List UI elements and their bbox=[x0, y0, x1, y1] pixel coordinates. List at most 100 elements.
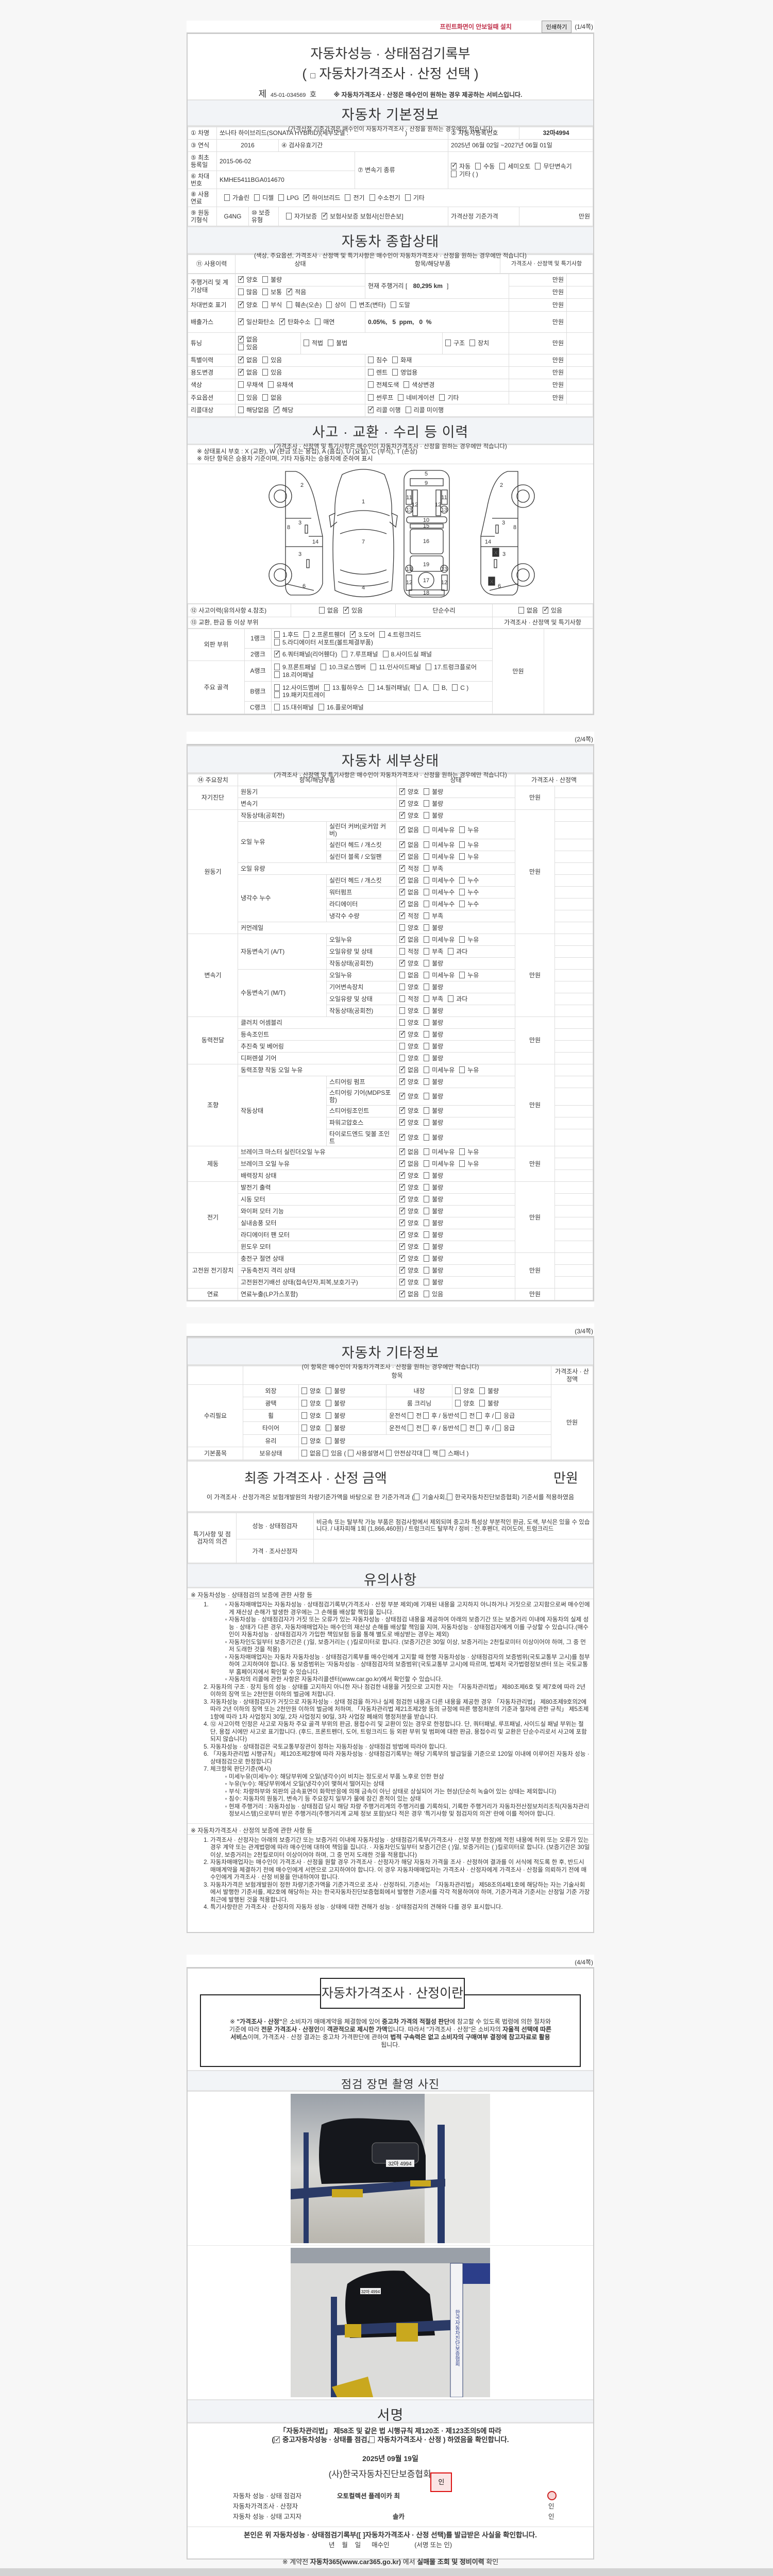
checkbox-option[interactable]: 매연 bbox=[315, 318, 334, 326]
checkbox-option[interactable]: 불량 bbox=[424, 1007, 443, 1014]
checkbox[interactable] bbox=[301, 1387, 307, 1394]
checkbox[interactable] bbox=[318, 704, 324, 711]
checkbox-option[interactable]: 누유 bbox=[459, 1066, 479, 1074]
checkbox-option[interactable]: 상이 bbox=[326, 301, 346, 309]
checkbox-option[interactable]: 누유 bbox=[459, 1160, 479, 1167]
checkbox[interactable] bbox=[518, 606, 524, 614]
checkbox-option[interactable]: 침수 bbox=[368, 357, 388, 364]
checkbox[interactable] bbox=[424, 1172, 430, 1179]
checkbox[interactable] bbox=[399, 1042, 406, 1049]
checkbox[interactable] bbox=[399, 971, 406, 978]
checkbox[interactable] bbox=[392, 369, 398, 376]
checkbox-option[interactable]: 양호 bbox=[399, 1242, 419, 1250]
print-help-link[interactable]: 프린트화면이 안보일때 설치 bbox=[440, 23, 512, 30]
checkbox[interactable] bbox=[399, 1029, 406, 1038]
checkbox[interactable] bbox=[326, 1412, 332, 1419]
checkbox-option[interactable]: 부식 bbox=[262, 301, 282, 309]
checkbox[interactable] bbox=[424, 900, 430, 907]
checkbox-option[interactable]: 수소전기 bbox=[369, 194, 400, 201]
checkbox[interactable] bbox=[405, 406, 411, 414]
checkbox[interactable] bbox=[399, 1117, 406, 1126]
checkbox-option[interactable]: 있음 ( bbox=[323, 1450, 346, 1457]
checkbox-option[interactable]: 불량 bbox=[262, 276, 282, 283]
checkbox[interactable] bbox=[399, 840, 406, 848]
checkbox[interactable] bbox=[459, 1160, 465, 1167]
checkbox-option[interactable]: 불량 bbox=[424, 1255, 443, 1262]
checkbox-option[interactable]: 없음 bbox=[399, 1289, 419, 1298]
checkbox-option[interactable]: 미세누유 bbox=[424, 1148, 455, 1156]
checkbox-option[interactable]: 장치 bbox=[469, 340, 489, 347]
checkbox[interactable] bbox=[424, 1450, 430, 1457]
checkbox[interactable] bbox=[262, 301, 268, 308]
checkbox-option[interactable]: 세미오토 bbox=[499, 163, 530, 170]
checkbox[interactable] bbox=[238, 367, 244, 376]
checkbox[interactable] bbox=[475, 163, 481, 170]
checkbox[interactable] bbox=[379, 631, 385, 638]
checkbox-option[interactable]: 양호 bbox=[399, 799, 419, 807]
checkbox-option[interactable]: 불량 bbox=[424, 811, 443, 819]
checkbox[interactable] bbox=[399, 935, 406, 943]
checkbox[interactable] bbox=[238, 381, 244, 388]
checkbox-option[interactable]: 부족 bbox=[424, 912, 443, 920]
checkbox-option[interactable]: 불량 bbox=[326, 1425, 345, 1432]
checkbox-option[interactable]: 불량 bbox=[424, 1078, 443, 1086]
checkbox-option[interactable]: 16.플로어패널 bbox=[318, 704, 364, 711]
checkbox[interactable] bbox=[424, 1243, 430, 1250]
checkbox-option[interactable]: B, bbox=[433, 684, 447, 691]
checkbox[interactable] bbox=[543, 605, 549, 614]
checkbox[interactable] bbox=[392, 357, 398, 364]
checkbox[interactable] bbox=[399, 1077, 406, 1085]
checkbox[interactable] bbox=[274, 671, 280, 678]
checkbox-option[interactable]: 불량 bbox=[424, 1092, 443, 1100]
checkbox-option[interactable]: 썬루프 bbox=[368, 394, 393, 401]
checkbox[interactable] bbox=[424, 1133, 430, 1141]
checkbox-option[interactable]: 해당없음 bbox=[238, 406, 269, 414]
checkbox-option[interactable]: 불량 bbox=[424, 1267, 443, 1274]
checkbox[interactable] bbox=[424, 841, 430, 848]
checkbox[interactable] bbox=[399, 1054, 406, 1061]
checkbox-option[interactable]: 양호 bbox=[301, 1412, 321, 1419]
checkbox[interactable] bbox=[238, 334, 244, 343]
checkbox[interactable]: □ bbox=[310, 72, 315, 80]
checkbox-option[interactable]: 영업용 bbox=[392, 369, 417, 376]
checkbox-option[interactable]: 15.대쉬패널 bbox=[274, 704, 314, 711]
checkbox[interactable] bbox=[479, 1399, 485, 1406]
checkbox-option[interactable]: 누유 bbox=[459, 1148, 479, 1156]
checkbox[interactable] bbox=[535, 163, 541, 170]
checkbox-option[interactable]: 운전석 bbox=[389, 1425, 406, 1432]
checkbox[interactable] bbox=[369, 2436, 375, 2443]
checkbox[interactable] bbox=[399, 825, 406, 834]
checkbox-option[interactable]: 있음 bbox=[262, 369, 282, 376]
checkbox-option[interactable]: 양호 bbox=[399, 1042, 419, 1050]
checkbox[interactable] bbox=[424, 1184, 430, 1191]
checkbox-option[interactable]: 기타 ( ) bbox=[451, 170, 478, 178]
checkbox[interactable] bbox=[446, 1494, 452, 1501]
checkbox-option[interactable]: 1.후드 bbox=[274, 631, 299, 638]
checkbox[interactable] bbox=[287, 287, 293, 296]
checkbox[interactable] bbox=[461, 1412, 467, 1419]
checkbox[interactable] bbox=[399, 1242, 406, 1250]
checkbox-option[interactable]: 디젤 bbox=[254, 194, 274, 201]
checkbox-option[interactable]: 적정 bbox=[399, 947, 419, 955]
checkbox[interactable] bbox=[399, 1206, 406, 1215]
checkbox[interactable] bbox=[274, 2435, 280, 2444]
checkbox[interactable] bbox=[369, 194, 375, 201]
checkbox-option[interactable]: 불량 bbox=[326, 1387, 345, 1395]
checkbox-option[interactable]: 없음 bbox=[399, 840, 419, 849]
checkbox-option[interactable]: 양호 bbox=[399, 1132, 419, 1141]
checkbox[interactable] bbox=[424, 1066, 430, 1073]
checkbox-option[interactable]: 없음 bbox=[518, 606, 538, 614]
checkbox[interactable] bbox=[495, 1425, 501, 1432]
checkbox-option[interactable]: 불량 bbox=[424, 1119, 443, 1126]
checkbox[interactable] bbox=[324, 684, 330, 691]
checkbox-option[interactable]: 양호 bbox=[399, 1182, 419, 1191]
checkbox-option[interactable]: 과다 bbox=[448, 947, 467, 955]
checkbox[interactable] bbox=[424, 876, 430, 884]
checkbox-option[interactable]: 리콜 이행 bbox=[368, 405, 401, 414]
checkbox[interactable] bbox=[424, 1007, 430, 1014]
checkbox-option[interactable]: 불량 bbox=[424, 1019, 443, 1026]
checkbox[interactable] bbox=[399, 924, 406, 931]
checkbox[interactable] bbox=[398, 394, 404, 401]
checkbox-option[interactable]: 불량 bbox=[424, 1243, 443, 1250]
checkbox[interactable] bbox=[459, 971, 465, 978]
